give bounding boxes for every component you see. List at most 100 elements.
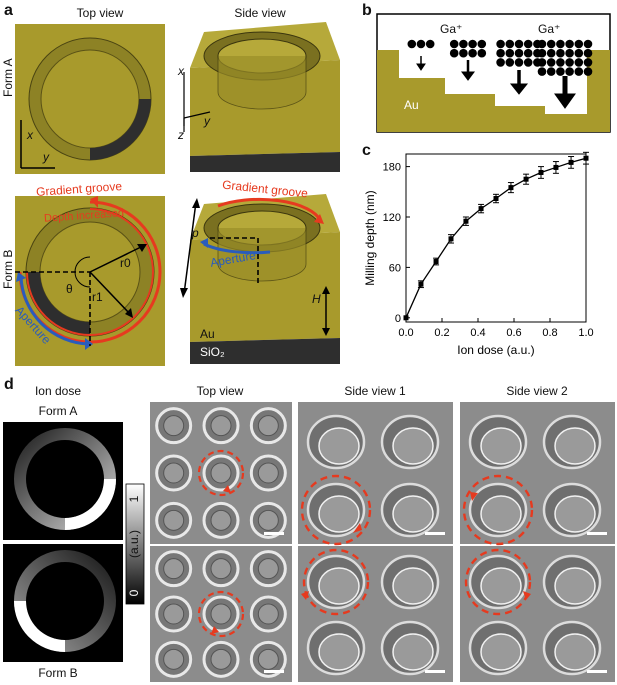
ga-ion-dot <box>537 58 547 67</box>
ga-ion-label-right: Ga⁺ <box>538 22 561 36</box>
data-point <box>583 155 589 161</box>
data-point <box>418 281 424 287</box>
form-b-dose-heading: Form B <box>38 666 78 680</box>
colorbar-min-label: 0 <box>127 589 141 597</box>
form-b-dose-map <box>3 544 123 662</box>
ga-ion-dot <box>583 58 593 67</box>
y-tick-label: 60 <box>389 262 401 274</box>
scale-bar <box>425 670 445 673</box>
ga-ion-dot <box>477 48 487 58</box>
ion-dose-heading: Ion dose <box>34 384 82 398</box>
data-point <box>448 236 454 242</box>
data-point <box>478 206 484 212</box>
panel-d-label: d <box>4 376 14 393</box>
ga-ion-dot <box>556 67 565 76</box>
data-point <box>538 169 544 175</box>
x-axis-label: Ion dose (a.u.) <box>457 343 534 357</box>
x-tick-label: 0.2 <box>434 327 449 339</box>
ga-ion-dot <box>537 67 547 76</box>
side-view-heading: Side view <box>234 6 286 20</box>
data-point <box>568 159 574 165</box>
ga-ion-dot <box>425 39 435 49</box>
data-point <box>433 259 439 265</box>
ga-ion-dot <box>565 48 574 58</box>
ga-ion-dot <box>468 48 477 58</box>
sem-side-view-1-heading: Side view 1 <box>344 384 406 398</box>
scale-bar <box>587 532 607 535</box>
p-label: p <box>192 226 199 240</box>
milling-depth-chart: 0.0 0.2 0.4 0.6 0.8 1.0 0 60 120 180 Ion dose (a.u… <box>363 151 594 357</box>
panel-b-label: b <box>362 2 372 19</box>
data-point <box>463 218 469 224</box>
x-tick-label: 1.0 <box>578 327 593 339</box>
x-tick-label: 0.8 <box>542 327 557 339</box>
ga-ion-dot <box>459 39 468 49</box>
side-view-x-axis-label: x <box>178 64 184 78</box>
red-dashed-circle <box>302 548 370 616</box>
ga-ion-dot <box>505 39 515 49</box>
red-arrow-head <box>301 591 309 600</box>
ga-ion-dot <box>514 48 524 58</box>
ga-ion-dot <box>416 39 426 49</box>
x-tick-label: 0.4 <box>470 327 485 339</box>
ga-ion-dot <box>523 48 533 58</box>
ga-ion-dot <box>565 67 574 76</box>
form-a-dose-map <box>3 422 123 540</box>
sio2-layer-label: SiO₂ <box>200 345 225 359</box>
ga-ion-dot <box>546 58 556 67</box>
ga-ion-dot <box>407 39 417 49</box>
ga-ion-label-left: Ga⁺ <box>440 22 463 36</box>
sem-top-view-heading: Top view <box>196 384 244 398</box>
ga-ion-dot <box>514 58 524 67</box>
ga-ion-dot <box>565 58 574 67</box>
red-dashed-circle <box>197 590 245 638</box>
ga-ion-dot <box>565 39 574 49</box>
panel-a-label: a <box>4 2 13 19</box>
data-point <box>493 196 499 202</box>
top-view-y-axis-label: y <box>43 150 49 164</box>
ga-ion-dot <box>574 58 584 67</box>
ga-ion-dot <box>574 67 584 76</box>
ga-ion-dot <box>556 58 565 67</box>
x-tick-label: 0.6 <box>506 327 521 339</box>
ga-ion-dot <box>449 48 459 58</box>
top-view-heading: Top view <box>76 6 124 20</box>
ga-ion-dot <box>583 48 593 58</box>
ga-ion-dot <box>537 39 547 49</box>
ga-ion-dot <box>574 39 584 49</box>
dose-colorbar <box>125 483 145 605</box>
scale-bar <box>587 670 607 673</box>
y-tick-label: 180 <box>383 162 401 174</box>
side-view-y-axis-label: y <box>204 114 210 128</box>
plot-frame <box>405 153 587 323</box>
red-arrow-head <box>223 485 231 493</box>
scale-bar <box>264 670 284 673</box>
y-axis-label: Milling depth (nm) <box>363 190 377 285</box>
ga-ion-dot <box>477 39 487 49</box>
ga-ion-dot <box>546 48 556 58</box>
ga-ion-dot <box>496 39 505 49</box>
ga-ion-dot <box>496 48 505 58</box>
red-dashed-circle <box>197 449 245 497</box>
red-arrow-head <box>211 626 219 634</box>
y-tick-label: 0 <box>395 313 401 325</box>
form-a-side-view <box>183 22 340 172</box>
panel-c-label: c <box>362 142 371 159</box>
form-a-dose-heading: Form A <box>38 404 78 418</box>
form-a-row-label: Form A <box>1 58 15 97</box>
sem-form-a-side-view-2 <box>460 402 615 546</box>
ga-ion-dot <box>514 39 524 49</box>
sem-form-b-side-view-2 <box>460 546 615 682</box>
ga-ion-dot <box>574 48 584 58</box>
red-arrow-head <box>523 591 531 600</box>
ga-ion-dot <box>556 48 565 58</box>
scale-bar <box>264 532 284 535</box>
sem-form-a-side-view-1 <box>298 402 453 546</box>
red-dashed-circle <box>462 474 534 546</box>
data-point <box>508 185 514 191</box>
theta-label: θ <box>66 282 73 296</box>
form-a-top-view <box>15 24 165 174</box>
ga-ion-dot <box>505 58 515 67</box>
form-b-row-label: Form B <box>1 249 15 289</box>
ga-ion-dot <box>556 39 565 49</box>
